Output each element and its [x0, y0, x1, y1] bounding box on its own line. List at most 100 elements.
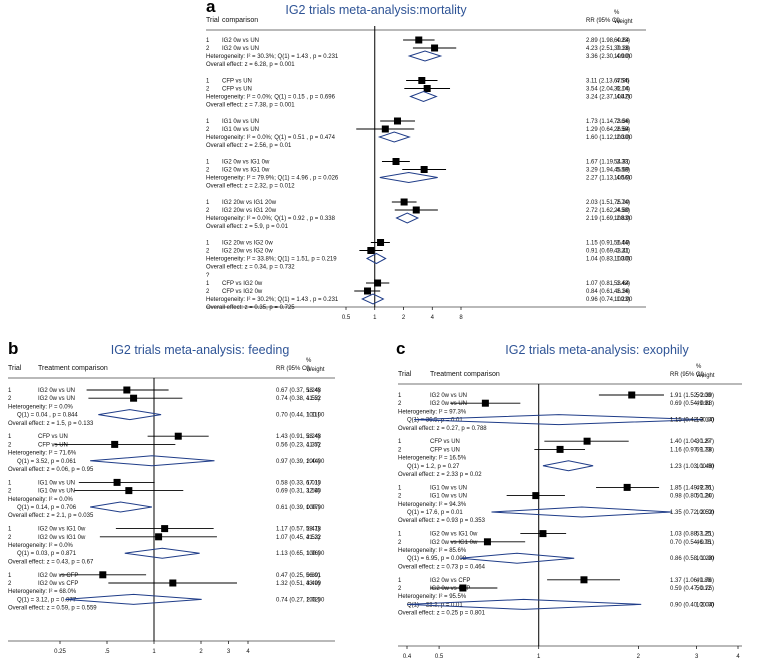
- axis-tick-label: 4: [736, 654, 740, 660]
- point-estimate-square: [392, 158, 400, 165]
- overall-effect-text: Overall effect: z = 5.9, p = 0.01: [206, 224, 289, 230]
- point-estimate-square: [539, 530, 547, 538]
- overall-rr-value: 2.19 (1.69, 2.83): [586, 216, 630, 222]
- study-label: IG2 0w vs UN: [38, 396, 75, 402]
- trial-number: 2: [206, 208, 210, 214]
- study-label: IG2 0w vs CFP: [430, 578, 470, 584]
- trial-number: 2: [398, 494, 402, 500]
- axis-tick-label: 2: [637, 654, 641, 660]
- overall-diamond: [460, 552, 575, 564]
- heterogeneity-text: Q(1) = 1.2, p = 0.27: [407, 464, 460, 470]
- header-comparison: Treatment comparison: [38, 365, 108, 372]
- study-label: IG2 0w vs CFP: [38, 573, 78, 579]
- heterogeneity-text: Q(1) = 0.04 , p = 0.844: [17, 413, 78, 419]
- weight-value: 39.36: [614, 46, 630, 52]
- weight-value: 41.22: [306, 535, 322, 541]
- weight-value: 58.48: [306, 434, 322, 440]
- trial-number: 2: [206, 87, 210, 93]
- rr-value: 0.74 (0.38, 1.52): [276, 396, 320, 402]
- study-label: CFP vs UN: [38, 434, 68, 440]
- weight-value: 54.31: [614, 160, 630, 166]
- overall-weight-value: 100.00: [306, 459, 325, 465]
- point-estimate-square: [412, 206, 420, 214]
- weight-value: 69.73: [696, 447, 712, 453]
- point-estimate-square: [418, 77, 426, 84]
- point-estimate-square: [583, 437, 591, 445]
- point-estimate-square: [367, 247, 375, 254]
- weight-value: 26.64: [614, 127, 630, 133]
- overall-weight-value: 100.00: [306, 551, 325, 557]
- overall-effect-text: Overall effect: z = 0.43, p = 0.67: [8, 559, 94, 565]
- rr-value: 1.73 (1.14, 2.64): [586, 119, 630, 125]
- study-label: IG2 0w vs UN: [222, 46, 259, 52]
- weight-value: 49.91: [696, 401, 712, 407]
- point-estimate-square: [155, 533, 163, 541]
- trial-number: 1: [206, 200, 210, 206]
- header-rr: RR (95% CI): [276, 366, 310, 372]
- overall-diamond: [491, 506, 672, 518]
- trial-number: 1: [8, 388, 12, 394]
- overall-effect-text: Overall effect: z = 6.28, p = 0.001: [206, 62, 295, 68]
- weight-value: 50.09: [696, 393, 712, 399]
- study-label: IG2 0w vs IG1 0w: [38, 527, 86, 533]
- point-estimate-square: [580, 576, 588, 584]
- study-label: IG2 0w vs IG1 0w: [430, 532, 478, 538]
- overall-effect-text: Overall effect: z = 0.06, p = 0.95: [8, 467, 94, 473]
- study-label: IG1 0w vs UN: [430, 494, 467, 500]
- overall-effect-text: Overall effect: z = 0.93 p = 0.353: [398, 518, 486, 524]
- weight-value: 56.01: [306, 573, 322, 579]
- weight-value: 53.25: [696, 532, 712, 538]
- overall-rr-value: 0.74 (0.27, 2.02): [276, 597, 320, 603]
- weight-value: 30.27: [696, 439, 712, 445]
- point-estimate-square: [174, 432, 182, 440]
- study-label: IG2 0w vs UN: [38, 388, 75, 394]
- rr-value: 3.54 (2.04, 6.14): [586, 87, 630, 93]
- rr-value: 1.29 (0.64, 2.59): [586, 127, 630, 133]
- overall-diamond: [379, 171, 438, 184]
- point-estimate-square: [381, 125, 389, 133]
- overall-diamond: [377, 131, 411, 143]
- rr-value: 2.89 (1.98, 4.23): [586, 38, 630, 44]
- overall-rr-value: 1.35 (0.72, 2.52): [670, 510, 714, 516]
- trial-number: 1: [8, 573, 12, 579]
- rr-value: 0.69 (0.54, 0.88): [670, 401, 714, 407]
- weight-value: 58.78: [306, 527, 322, 533]
- weight-value: 67.96: [614, 79, 630, 85]
- trial-number: 1: [206, 38, 210, 44]
- weight-value: 56.59: [614, 241, 630, 247]
- rr-value: 1.16 (0.97, 1.38): [670, 447, 714, 453]
- point-estimate-square: [400, 198, 408, 206]
- overall-effect-text: Overall effect: z = 2.32, p = 0.012: [206, 184, 295, 190]
- trial-number: 1: [206, 119, 210, 125]
- study-label: CFP vs UN: [430, 439, 460, 445]
- overall-rr-value: 1.13 (0.65, 1.96): [276, 551, 320, 557]
- heterogeneity-text: Q(1) = 0.14, p = 0.706: [17, 505, 77, 511]
- point-estimate-square: [169, 579, 177, 587]
- overall-diamond: [407, 50, 443, 62]
- heterogeneity-text: Heterogeneity: I² = 95.5%: [398, 594, 467, 600]
- weight-value: 45.69: [614, 168, 630, 174]
- heterogeneity-text: Heterogeneity: I² = 94.3%: [398, 502, 467, 508]
- heterogeneity-text: Heterogeneity: I² = 0.0%; Q(1) = 0.92 , …: [206, 216, 336, 222]
- overall-weight-value: 100.00: [696, 464, 715, 470]
- rr-value: 1.32 (0.51, 3.40): [276, 581, 320, 587]
- overall-effect-text: Overall effect: z = 2.56, p = 0.01: [206, 143, 292, 149]
- point-estimate-square: [111, 440, 119, 448]
- overall-effect-text: Overall effect: z = 0.27, p = 0.788: [398, 426, 487, 432]
- overall-effect-text: Overall effect: z = 7.38, p = 0.001: [206, 103, 295, 109]
- header-weight-percent: %: [306, 358, 312, 364]
- point-estimate-square: [377, 239, 385, 246]
- axis-tick-label: 2: [199, 649, 203, 655]
- overall-effect-text: Overall effect: z = 1.5, p = 0.133: [8, 421, 94, 427]
- trial-number: 1: [398, 439, 402, 445]
- rr-value: 3.11 (2.13, 4.54): [586, 79, 630, 85]
- trial-number: 1: [398, 532, 402, 538]
- heterogeneity-text: Q(1) = 3.12, p = 0.077: [17, 597, 77, 603]
- point-estimate-square: [459, 584, 467, 592]
- axis-tick-label: 3: [695, 654, 699, 660]
- overall-weight-value: 100.00: [306, 413, 325, 419]
- overall-diamond: [406, 598, 642, 610]
- rr-value: 3.29 (1.94, 5.58): [586, 168, 630, 174]
- overall-effect-text: Overall effect: z = 0.34, p = 0.732: [206, 265, 295, 271]
- point-estimate-square: [123, 386, 131, 394]
